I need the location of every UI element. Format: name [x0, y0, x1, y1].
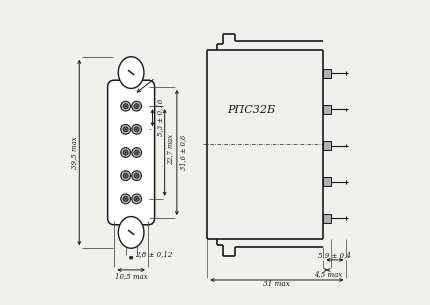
Bar [323, 177, 331, 186]
Text: 39,5 max: 39,5 max [70, 136, 78, 169]
Circle shape [134, 127, 139, 132]
Text: РПС32Б: РПС32Б [227, 105, 276, 115]
Circle shape [123, 150, 128, 155]
Circle shape [132, 171, 141, 181]
Circle shape [121, 171, 131, 181]
Text: 5,3 ± 0,16: 5,3 ± 0,16 [156, 99, 164, 136]
Circle shape [132, 194, 141, 204]
Circle shape [132, 148, 141, 157]
Circle shape [136, 128, 138, 130]
Circle shape [132, 124, 141, 134]
Circle shape [134, 104, 139, 109]
Circle shape [136, 152, 138, 153]
Circle shape [136, 198, 138, 200]
Bar [323, 69, 331, 78]
Circle shape [134, 173, 139, 178]
Circle shape [121, 194, 131, 204]
Bar [323, 214, 331, 223]
Circle shape [125, 175, 126, 177]
Circle shape [134, 150, 139, 155]
Circle shape [123, 196, 128, 201]
Circle shape [123, 173, 128, 178]
Circle shape [123, 104, 128, 109]
Circle shape [125, 152, 126, 153]
Circle shape [121, 124, 131, 134]
Circle shape [136, 105, 138, 107]
Circle shape [136, 175, 138, 177]
Circle shape [121, 101, 131, 111]
Circle shape [123, 127, 128, 132]
Text: 5,9 ± 0,4: 5,9 ± 0,4 [319, 251, 351, 259]
Text: 31,6 ± 0,6: 31,6 ± 0,6 [180, 135, 187, 170]
Bar [323, 141, 331, 150]
Circle shape [125, 105, 126, 107]
Text: 10,5 max: 10,5 max [115, 272, 147, 280]
Circle shape [125, 128, 126, 130]
Circle shape [132, 101, 141, 111]
Text: 4,5 max: 4,5 max [314, 270, 343, 278]
FancyBboxPatch shape [108, 80, 155, 225]
Ellipse shape [118, 57, 144, 88]
Ellipse shape [118, 217, 144, 248]
Circle shape [125, 198, 126, 200]
Circle shape [134, 196, 139, 201]
Bar [323, 105, 331, 114]
Text: 2,8 ± 0,12: 2,8 ± 0,12 [135, 250, 172, 258]
Circle shape [121, 148, 131, 157]
Text: 31 max: 31 max [264, 280, 290, 288]
Text: 22,7 max: 22,7 max [166, 134, 174, 165]
